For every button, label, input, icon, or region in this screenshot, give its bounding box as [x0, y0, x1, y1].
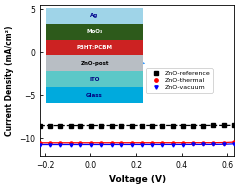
ZnO-thermal	[79, 142, 82, 144]
ZnO-thermal	[89, 142, 92, 144]
ZnO-thermal	[201, 142, 204, 144]
X-axis label: Voltage (V): Voltage (V)	[109, 175, 166, 184]
Line: ZnO-vacuum: ZnO-vacuum	[39, 142, 236, 146]
ZnO-vacuum	[151, 143, 154, 146]
ZnO-reference	[89, 124, 92, 127]
ZnO-vacuum	[39, 143, 42, 146]
ZnO-vacuum	[59, 143, 62, 146]
ZnO-reference	[222, 124, 225, 127]
ZnO-thermal	[59, 142, 62, 144]
ZnO-vacuum	[110, 143, 113, 146]
ZnO-reference	[192, 124, 195, 127]
ZnO-vacuum	[181, 143, 184, 146]
ZnO-reference	[79, 124, 82, 127]
ZnO-reference	[39, 124, 42, 127]
ZnO-reference	[100, 124, 103, 127]
ZnO-vacuum	[89, 143, 92, 146]
ZnO-vacuum	[233, 143, 236, 145]
ZnO-reference	[161, 124, 164, 127]
ZnO-thermal	[222, 141, 225, 144]
ZnO-vacuum	[49, 143, 51, 146]
ZnO-thermal	[120, 142, 123, 144]
ZnO-thermal	[233, 141, 236, 143]
ZnO-vacuum	[79, 143, 82, 146]
ZnO-thermal	[181, 142, 184, 144]
ZnO-reference	[212, 124, 215, 127]
ZnO-thermal	[171, 142, 174, 144]
ZnO-vacuum	[161, 143, 164, 146]
ZnO-vacuum	[222, 143, 225, 145]
ZnO-thermal	[49, 142, 51, 144]
ZnO-reference	[171, 124, 174, 127]
ZnO-reference	[201, 124, 204, 127]
ZnO-vacuum	[69, 143, 72, 146]
ZnO-thermal	[110, 142, 113, 144]
ZnO-reference	[69, 124, 72, 127]
ZnO-vacuum	[192, 143, 195, 146]
ZnO-reference	[151, 124, 154, 127]
ZnO-vacuum	[201, 143, 204, 146]
ZnO-thermal	[130, 142, 133, 144]
ZnO-vacuum	[130, 143, 133, 146]
ZnO-reference	[130, 124, 133, 127]
ZnO-vacuum	[212, 143, 215, 146]
ZnO-thermal	[39, 142, 42, 144]
ZnO-vacuum	[120, 143, 123, 146]
ZnO-vacuum	[171, 143, 174, 146]
ZnO-thermal	[141, 142, 143, 144]
ZnO-reference	[141, 124, 143, 127]
ZnO-reference	[233, 124, 236, 126]
Y-axis label: Current Density (mA/cm²): Current Density (mA/cm²)	[5, 25, 14, 136]
Line: ZnO-reference: ZnO-reference	[39, 124, 236, 127]
Legend: ZnO-reference, ZnO-thermal, ZnO-vacuum: ZnO-reference, ZnO-thermal, ZnO-vacuum	[146, 68, 212, 93]
ZnO-reference	[120, 124, 123, 127]
ZnO-thermal	[161, 142, 164, 144]
ZnO-reference	[49, 124, 51, 127]
ZnO-thermal	[192, 142, 195, 144]
ZnO-vacuum	[100, 143, 103, 146]
Line: ZnO-thermal: ZnO-thermal	[39, 141, 236, 144]
ZnO-thermal	[100, 142, 103, 144]
ZnO-reference	[59, 124, 62, 127]
ZnO-vacuum	[141, 143, 143, 146]
ZnO-reference	[181, 124, 184, 127]
ZnO-thermal	[151, 142, 154, 144]
ZnO-thermal	[69, 142, 72, 144]
ZnO-reference	[110, 124, 113, 127]
ZnO-thermal	[212, 142, 215, 144]
